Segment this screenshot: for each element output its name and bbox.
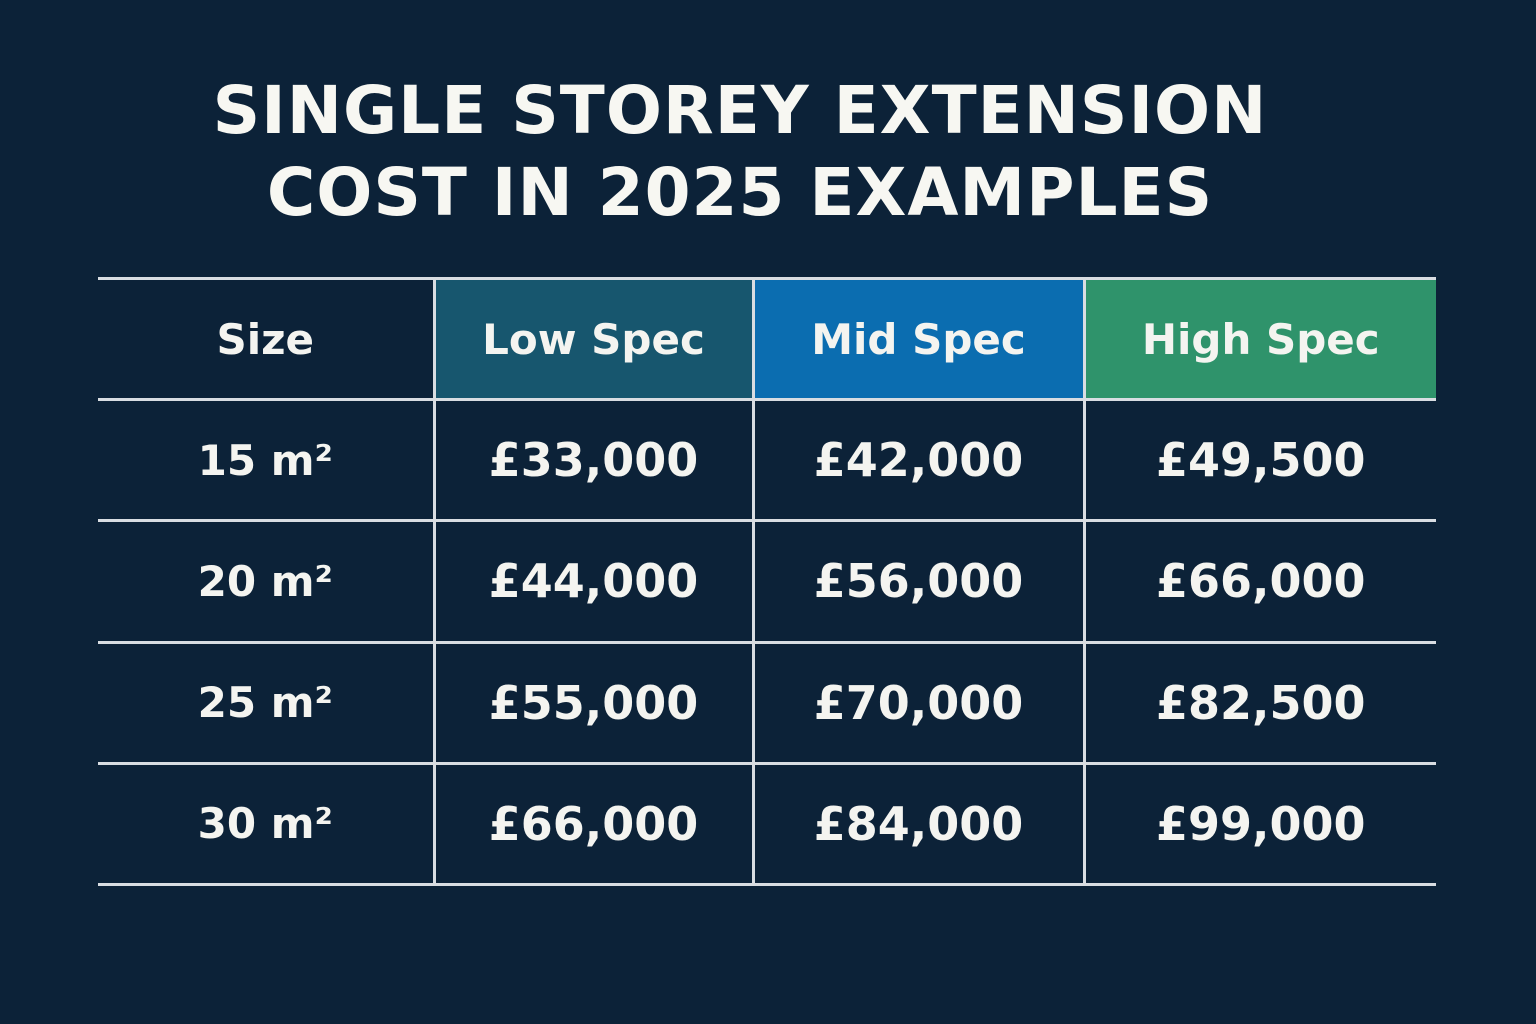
cell-mid-spec: £56,000 — [751, 519, 1086, 644]
cell-mid-spec: £84,000 — [751, 761, 1086, 887]
table-row: 15 m² £33,000 £42,000 £49,500 — [98, 397, 1436, 523]
chart-title: SINGLE STOREY EXTENSION COST IN 2025 EXA… — [0, 70, 1480, 234]
table-row: 30 m² £66,000 £84,000 £99,000 — [98, 761, 1436, 887]
header-row: Size Low Spec Mid Spec High Spec — [98, 277, 1436, 401]
title-line-2: COST IN 2025 EXAMPLES — [266, 154, 1214, 231]
header-low-spec: Low Spec — [432, 277, 755, 401]
table-row: 25 m² £55,000 £70,000 £82,500 — [98, 640, 1436, 765]
cell-mid-spec: £70,000 — [751, 640, 1086, 765]
cell-size: 25 m² — [98, 640, 436, 765]
header-mid-spec: Mid Spec — [751, 277, 1086, 401]
cell-size: 15 m² — [98, 397, 436, 523]
cell-high-spec: £82,500 — [1082, 640, 1436, 765]
header-size: Size — [98, 277, 436, 401]
cell-size: 30 m² — [98, 761, 436, 887]
cell-low-spec: £44,000 — [432, 519, 755, 644]
cell-high-spec: £49,500 — [1082, 397, 1436, 523]
cell-mid-spec: £42,000 — [751, 397, 1086, 523]
cell-size: 20 m² — [98, 519, 436, 644]
cell-high-spec: £99,000 — [1082, 761, 1436, 887]
cell-low-spec: £55,000 — [432, 640, 755, 765]
header-high-spec: High Spec — [1082, 277, 1436, 401]
cell-low-spec: £33,000 — [432, 397, 755, 523]
cost-table-container: Size Low Spec Mid Spec High Spec 15 m² £… — [98, 277, 1436, 887]
cost-table: Size Low Spec Mid Spec High Spec 15 m² £… — [98, 277, 1436, 887]
cell-high-spec: £66,000 — [1082, 519, 1436, 644]
cell-low-spec: £66,000 — [432, 761, 755, 887]
title-line-1: SINGLE STOREY EXTENSION — [212, 72, 1268, 149]
table-row: 20 m² £44,000 £56,000 £66,000 — [98, 519, 1436, 644]
